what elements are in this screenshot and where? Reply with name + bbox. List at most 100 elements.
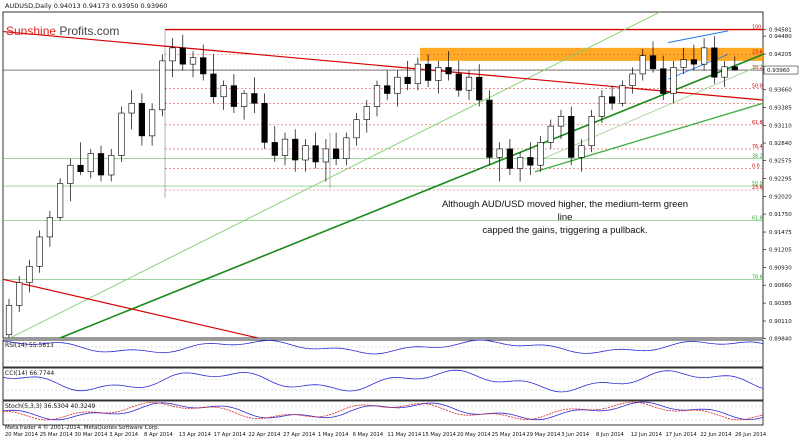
candle-body <box>619 85 626 104</box>
current-price-box <box>763 65 799 75</box>
stoch-label: Stoch(5,3,3) 36.5304 40.3249 <box>5 403 96 410</box>
chart-header: AUDUSD,Daily 0.94013 0.94173 0.93950 0.9… <box>5 2 167 10</box>
candle-body <box>660 68 667 94</box>
candle-body <box>343 137 350 159</box>
fibonacci-label: 100 <box>752 25 761 31</box>
candle-body <box>363 106 370 120</box>
price-tick-label: 0.92840 <box>769 141 792 147</box>
candle-body <box>5 305 13 336</box>
candle-body <box>179 47 186 65</box>
date-tick-label: 30 Mar 2014 <box>75 432 109 438</box>
copyright-text: MetaTrader 4 © 2001-2014, MetaQuotes Sof… <box>5 425 160 431</box>
candle-body <box>67 164 74 184</box>
fibonacci-label: 61.8 <box>752 120 763 126</box>
fibonacci-label: 38.2 <box>752 65 763 71</box>
candle-body <box>435 67 442 81</box>
date-tick-label: 13 Apr 2014 <box>179 432 212 438</box>
date-tick-label: 27 Apr 2014 <box>283 432 316 438</box>
date-tick-label: 22 Apr 2014 <box>248 432 281 438</box>
candle-body <box>210 73 217 98</box>
candle-body <box>261 102 268 143</box>
candle-body <box>138 102 145 137</box>
candle-body <box>608 96 616 104</box>
date-tick-label: 11 May 2014 <box>387 432 422 438</box>
candle-body <box>200 57 207 75</box>
date-tick-label: 8 Jun 2014 <box>596 432 625 438</box>
candle-body <box>46 217 54 238</box>
candle-body <box>16 282 23 306</box>
candle-body <box>302 145 309 161</box>
candle-body <box>496 148 503 158</box>
candle-body <box>476 76 483 101</box>
fibonacci-label: 38.2 <box>752 154 763 160</box>
candle-body <box>629 73 636 86</box>
candle-body <box>537 142 544 166</box>
brand-logo: Sunshine Profits.com <box>6 24 119 38</box>
candle-body <box>36 236 43 267</box>
fibonacci-label: 78.6 <box>752 274 763 280</box>
candle-body <box>373 85 381 107</box>
date-tick-label: 20 Mar 2014 <box>5 432 39 438</box>
date-tick-label: 6 May 2014 <box>353 432 384 438</box>
candle-body <box>404 76 411 85</box>
candle-body <box>149 109 156 137</box>
candle-body <box>353 119 360 139</box>
candle-body <box>230 85 237 107</box>
annotation-line2: capped the gains, triggering a pullback. <box>482 225 648 236</box>
main-panel-border <box>2 11 764 339</box>
cci-line <box>2 369 764 393</box>
candle-body <box>578 145 585 158</box>
red-support-line <box>2 278 259 339</box>
fibonacci-label: 50.0 <box>752 181 763 187</box>
brand-part2: Profits.com <box>59 24 120 38</box>
candle-body <box>424 63 432 81</box>
price-tick-label: 0.93660 <box>769 88 792 94</box>
candle-body <box>721 66 728 78</box>
rsi-label: RSI(14) 55.5613 <box>5 342 54 349</box>
price-tick-label: 0.92295 <box>769 177 792 183</box>
candle-body <box>557 116 565 127</box>
candle-body <box>220 85 227 98</box>
candle-body <box>87 153 94 173</box>
current-price-label: 0.93960 <box>767 68 790 74</box>
short-term-green-channel <box>539 63 764 161</box>
resistance-zone <box>420 47 763 61</box>
date-tick-label: 17 Apr 2014 <box>214 432 247 438</box>
price-tick-label: 0.90930 <box>769 266 792 272</box>
candle-body <box>281 138 289 156</box>
price-tick-label: 0.92020 <box>769 195 792 201</box>
rsi-line <box>2 339 764 355</box>
price-tick-label: 0.90110 <box>769 319 792 325</box>
date-tick-label: 1 May 2014 <box>318 432 349 438</box>
fibonacci-label: 61.8 <box>752 216 763 222</box>
candle-body <box>97 153 105 176</box>
price-tick-label: 0.94205 <box>769 52 792 58</box>
fibonacci-label: 23.6 <box>752 49 763 55</box>
candle-body <box>445 67 452 75</box>
fibonacci-label: 50.0 <box>752 83 763 89</box>
candle-body <box>731 66 738 71</box>
price-tick-label: 0.91475 <box>769 230 792 236</box>
date-tick-label: 25 May 2014 <box>492 432 527 438</box>
red-resistance-line <box>2 30 764 101</box>
candle-body <box>680 59 687 68</box>
date-tick-label: 29 May 2014 <box>526 432 561 438</box>
candle-body <box>159 60 166 111</box>
short-term-green-line <box>534 102 764 173</box>
date-tick-label: 22 Jun 2014 <box>700 432 732 438</box>
candle-body <box>251 93 258 104</box>
candle-body <box>26 265 33 283</box>
price-tick-label: 0.94581 <box>769 28 792 34</box>
cci-label: CCI(14) 66.7744 <box>5 370 55 377</box>
price-tick-label: 0.94480 <box>769 34 792 40</box>
date-tick-label: 8 Apr 2014 <box>144 432 173 438</box>
candle-body <box>108 155 115 176</box>
date-tick-label: 20 May 2014 <box>457 432 492 438</box>
candle-body <box>128 102 135 114</box>
candle-body <box>169 47 176 62</box>
date-tick-label: 12 Jun 2014 <box>631 432 663 438</box>
date-tick-label: 3 Jun 2014 <box>561 432 590 438</box>
candle-body <box>700 47 708 65</box>
